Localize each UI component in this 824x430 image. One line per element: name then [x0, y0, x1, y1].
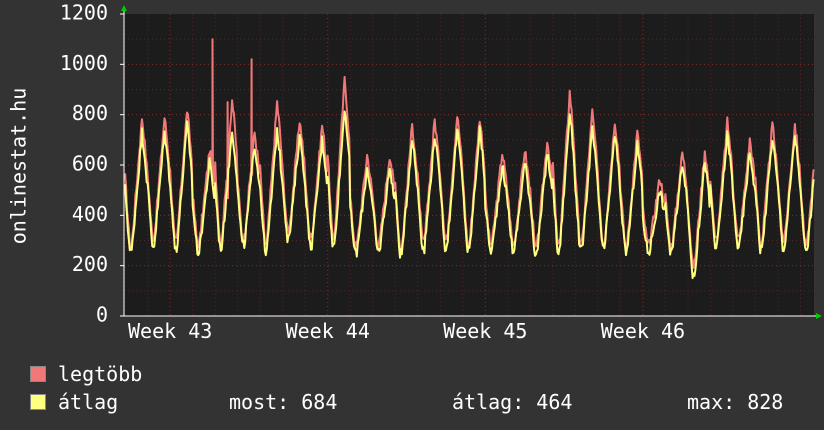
y-tick-label: 1200: [60, 1, 108, 25]
legend-row-avg: átlag most: 684 átlag: 464 max: 828: [30, 388, 810, 416]
y-axis-label: onlinestat.hu: [7, 88, 31, 245]
stat-average: átlag: 464: [452, 390, 573, 414]
legend-label-max: legtöbb: [58, 362, 143, 386]
x-tick-label: Week 45: [443, 319, 527, 343]
legend-label-avg: átlag: [58, 390, 119, 414]
tick-labels: 0 200 400 600 800 1000 1200 Week 43 Week 44 Week …: [60, 1, 685, 344]
y-tick-label: 400: [72, 202, 108, 226]
series-line-avg: [124, 110, 815, 280]
chart: 0 200 400 600 800 1000 1200 Week 43 Week 44 Week …: [7, 1, 822, 344]
x-axis-arrow-icon: [816, 313, 822, 319]
legend: legtöbb átlag most: 684 átlag: 464 max: …: [30, 360, 810, 416]
legend-swatch-max: [30, 366, 46, 382]
axes: [120, 5, 822, 319]
y-axis-arrow-icon: [121, 5, 127, 11]
y-tick-label: 0: [96, 303, 108, 327]
x-tick-label: Week 43: [128, 319, 212, 343]
y-tick-label: 1000: [60, 51, 108, 75]
stat-maximum: max: 828: [687, 390, 784, 414]
x-tick-label: Week 44: [286, 319, 370, 343]
legend-swatch-avg: [30, 394, 46, 410]
y-tick-label: 800: [72, 101, 108, 125]
stat-current: most: 684: [229, 390, 338, 414]
legend-row-max: legtöbb: [30, 360, 810, 388]
y-tick-label: 600: [72, 152, 108, 176]
y-tick-label: 200: [72, 252, 108, 276]
x-tick-label: Week 46: [601, 319, 685, 343]
series-group: [124, 38, 815, 280]
